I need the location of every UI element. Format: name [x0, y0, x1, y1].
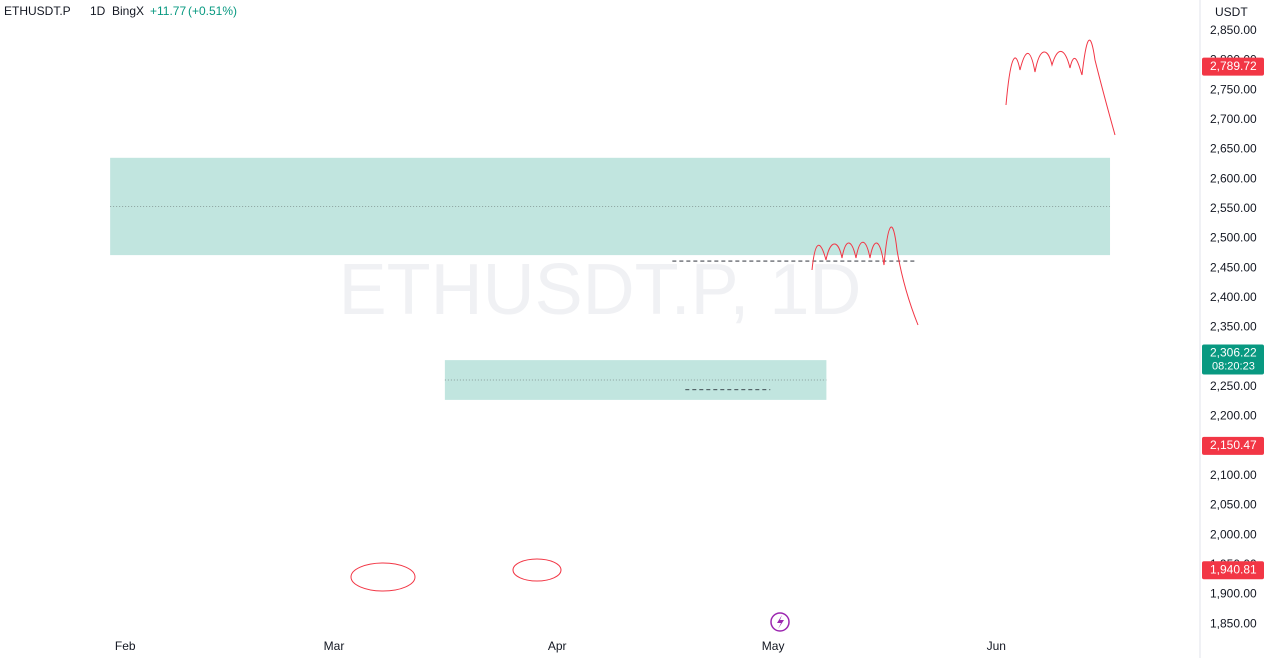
scribble: [1005, 39, 1116, 136]
y-tick-label: 2,550.00: [1210, 201, 1257, 215]
level-label: 2,789.72: [1210, 59, 1257, 73]
zone: [110, 157, 1111, 256]
y-tick-label: 2,500.00: [1210, 231, 1257, 245]
y-tick-label: 2,650.00: [1210, 142, 1257, 156]
y-tick-label: 2,600.00: [1210, 171, 1257, 185]
y-tick-label: 2,850.00: [1210, 23, 1257, 37]
x-tick-label: Jun: [987, 639, 1006, 653]
level-tag: [1202, 561, 1264, 580]
level-label: 1,940.81: [1210, 562, 1257, 576]
y-tick-label: 2,200.00: [1210, 409, 1257, 423]
interval: 1D: [90, 4, 106, 18]
watermark: ETHUSDT.P, 1D: [339, 250, 862, 330]
x-tick-label: Feb: [115, 639, 136, 653]
symbol: ETHUSDT.P: [4, 4, 71, 18]
scribble: [350, 562, 416, 592]
last-price-tag: [1202, 344, 1264, 375]
replay-icon[interactable]: [770, 612, 790, 632]
y-tick-label: 2,000.00: [1210, 527, 1257, 541]
x-tick-label: May: [762, 639, 785, 653]
x-tick-label: Mar: [324, 639, 345, 653]
scribble: [512, 558, 562, 582]
y-tick-label: 1,850.00: [1210, 616, 1257, 630]
y-tick-label: 2,450.00: [1210, 260, 1257, 274]
level-tag: [1202, 57, 1264, 76]
y-tick-label: 2,250.00: [1210, 379, 1257, 393]
x-tick-label: Apr: [548, 639, 567, 653]
countdown: 08:20:23: [1212, 360, 1255, 372]
y-tick-label: 2,100.00: [1210, 468, 1257, 482]
header: ETHUSDT.P 1D BingX +11.77 (+0.51%) USDT: [4, 4, 1248, 19]
scribble: [811, 226, 919, 326]
y-tick-label: 2,050.00: [1210, 498, 1257, 512]
y-tick-label: 2,350.00: [1210, 320, 1257, 334]
change-pct: (+0.51%): [188, 4, 237, 18]
last-price-label: 2,306.22: [1210, 346, 1257, 360]
y-tick-label: 2,400.00: [1210, 290, 1257, 304]
y-tick-label: 2,700.00: [1210, 112, 1257, 126]
plot-bg: ETHUSDT.P, 1D: [110, 157, 1111, 400]
y-tick-label: 1,900.00: [1210, 587, 1257, 601]
y-tick-label: 2,750.00: [1210, 82, 1257, 96]
currency: USDT: [1215, 5, 1248, 19]
level-tag: [1202, 436, 1264, 455]
change: +11.77: [150, 4, 186, 18]
exchange: BingX: [112, 4, 144, 18]
level-label: 2,150.47: [1210, 438, 1257, 452]
replay-icon-bolt: [777, 615, 784, 629]
axis: 1,850.001,900.001,950.002,000.002,050.00…: [115, 23, 1264, 653]
